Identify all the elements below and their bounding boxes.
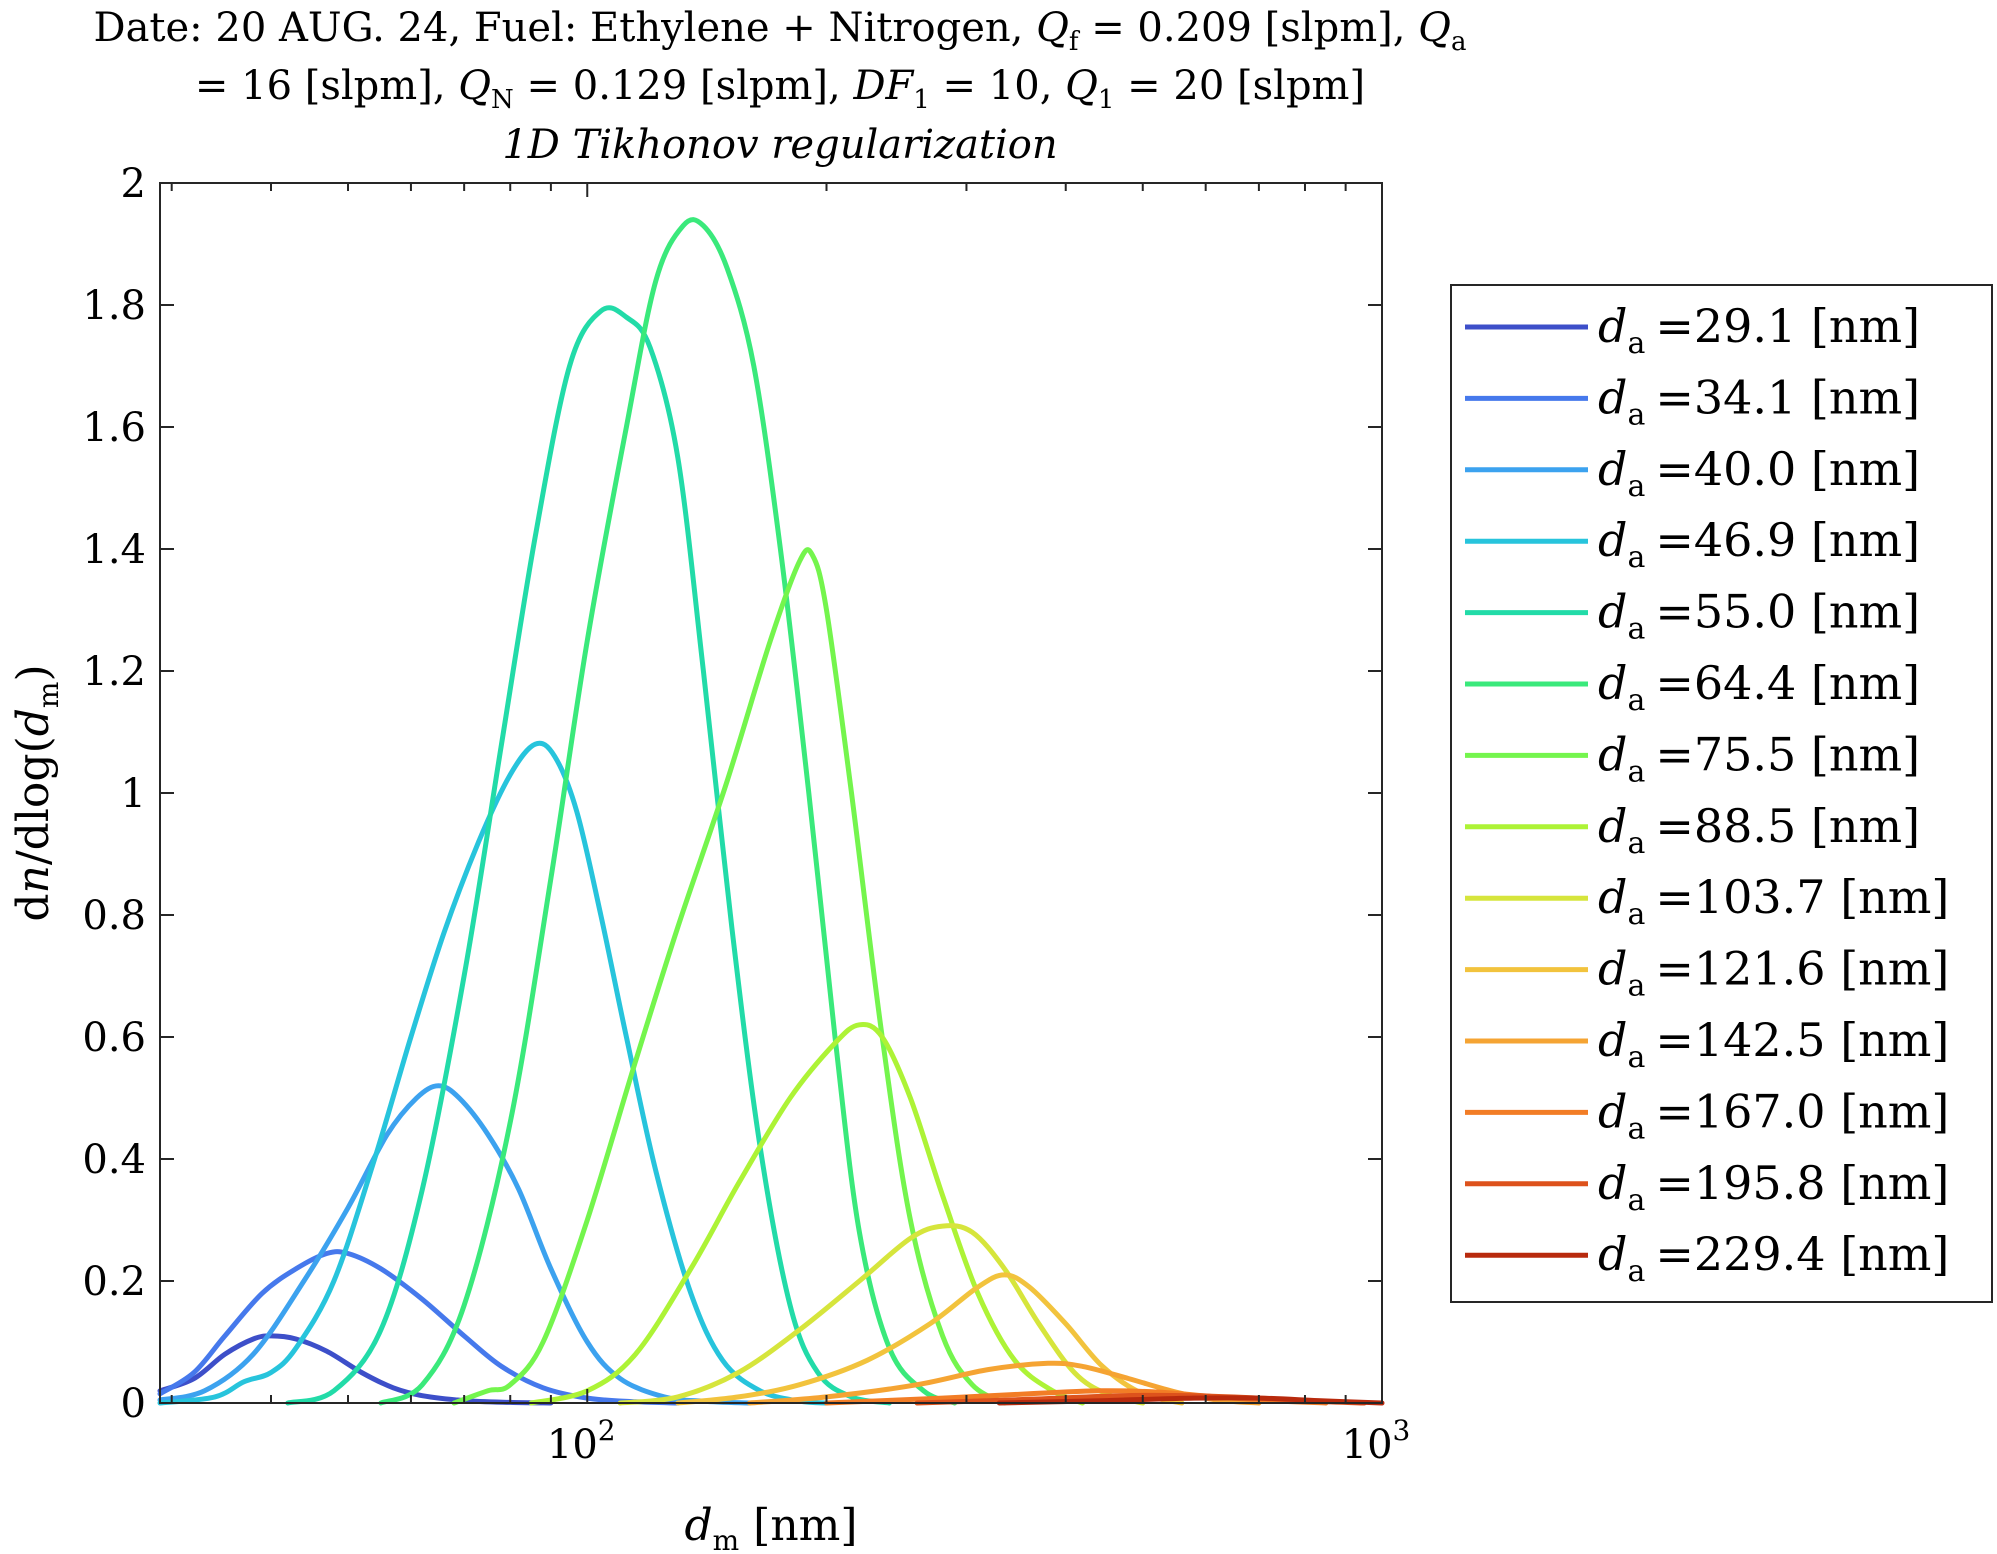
y-tick-label-10: 2 [121, 161, 146, 207]
series-line-2 [157, 1249, 681, 1406]
legend-box [1450, 284, 1993, 1303]
legend-label: da =195.8 [nm] [1598, 1156, 1949, 1218]
legend-label: da =40.0 [nm] [1598, 442, 1920, 504]
series-layer [157, 217, 1385, 1406]
tick-layer [160, 182, 1383, 1404]
y-tick-label-6: 1.2 [82, 649, 146, 695]
legend-item-4: da =46.9 [nm] [1465, 513, 1920, 575]
series-line-3 [157, 1083, 752, 1406]
x-axis-label: dm [nm] [684, 1500, 857, 1554]
x-tick-labels: 102 103 [547, 1414, 1410, 1468]
series-line-9 [617, 1223, 1146, 1406]
series-line-8 [528, 1022, 1086, 1406]
legend-item-7: da =75.5 [nm] [1465, 727, 1920, 789]
legend: da =29.1 [nm] da =34.1 [nm] da =40.0 [nm] da =4… [1450, 284, 1993, 1303]
legend-label: da =75.5 [nm] [1598, 727, 1920, 789]
legend-label: da =142.5 [nm] [1598, 1013, 1949, 1075]
legend-item-1: da =29.1 [nm] [1465, 299, 1920, 361]
y-tick-label-7: 1.4 [82, 527, 146, 573]
legend-label: da =64.4 [nm] [1598, 656, 1920, 718]
legend-item-10: da =121.6 [nm] [1465, 942, 1949, 1004]
chart-subtitle: 1D Tikhonov regularization [502, 122, 1058, 168]
series-line-5 [285, 305, 892, 1406]
legend-label: da =103.7 [nm] [1598, 870, 1949, 932]
legend-item-14: da =229.4 [nm] [1465, 1227, 1949, 1289]
y-tick-label-9: 1.8 [82, 283, 146, 329]
legend-item-12: da =167.0 [nm] [1465, 1084, 1949, 1146]
y-tick-label-0: 0 [121, 1381, 146, 1427]
x-tick-label-1: 103 [1342, 1414, 1411, 1468]
series-line-6 [378, 217, 958, 1406]
series-line-4 [157, 740, 829, 1406]
legend-item-2: da =34.1 [nm] [1465, 370, 1920, 432]
y-tick-labels: 0 0.2 0.4 0.6 0.8 1 1.2 1.4 1.6 1.8 2 [82, 161, 146, 1427]
legend-item-5: da =55.0 [nm] [1465, 585, 1920, 647]
series-line-7 [451, 547, 1007, 1406]
legend-label: da =229.4 [nm] [1598, 1227, 1949, 1289]
legend-item-11: da =142.5 [nm] [1465, 1013, 1949, 1075]
legend-label: da =34.1 [nm] [1598, 370, 1920, 432]
series-line-14 [996, 1395, 1385, 1406]
legend-label: da =167.0 [nm] [1598, 1084, 1949, 1146]
legend-item-9: da =103.7 [nm] [1465, 870, 1949, 932]
chart-title-line-1: Date: 20 AUG. 24, Fuel: Ethylene + Nitro… [93, 5, 1467, 57]
series-line-10 [675, 1272, 1185, 1406]
legend-label: da =88.5 [nm] [1598, 799, 1920, 861]
x-tick-label-0: 102 [547, 1414, 616, 1468]
y-tick-label-5: 1 [121, 771, 146, 817]
legend-item-8: da =88.5 [nm] [1465, 799, 1920, 861]
legend-label: da =29.1 [nm] [1598, 299, 1920, 361]
chart-title-line-2: = 16 [slpm], QN = 0.129 [slpm], DF1 = 10… [194, 63, 1366, 115]
y-tick-label-3: 0.6 [82, 1015, 146, 1061]
legend-label: da =46.9 [nm] [1598, 513, 1920, 575]
y-axis-label: dn/dlog(dm) [8, 664, 65, 921]
legend-items: da =29.1 [nm] da =34.1 [nm] da =40.0 [nm] da =4… [1465, 299, 1949, 1289]
y-tick-label-8: 1.6 [82, 405, 146, 451]
legend-item-13: da =195.8 [nm] [1465, 1156, 1949, 1218]
y-tick-label-4: 0.8 [82, 893, 146, 939]
legend-label: da =121.6 [nm] [1598, 942, 1949, 1004]
legend-item-6: da =64.4 [nm] [1465, 656, 1920, 718]
y-tick-label-2: 0.4 [82, 1137, 146, 1183]
y-tick-label-1: 0.2 [82, 1259, 146, 1305]
legend-label: da =55.0 [nm] [1598, 585, 1920, 647]
legend-item-3: da =40.0 [nm] [1465, 442, 1920, 504]
